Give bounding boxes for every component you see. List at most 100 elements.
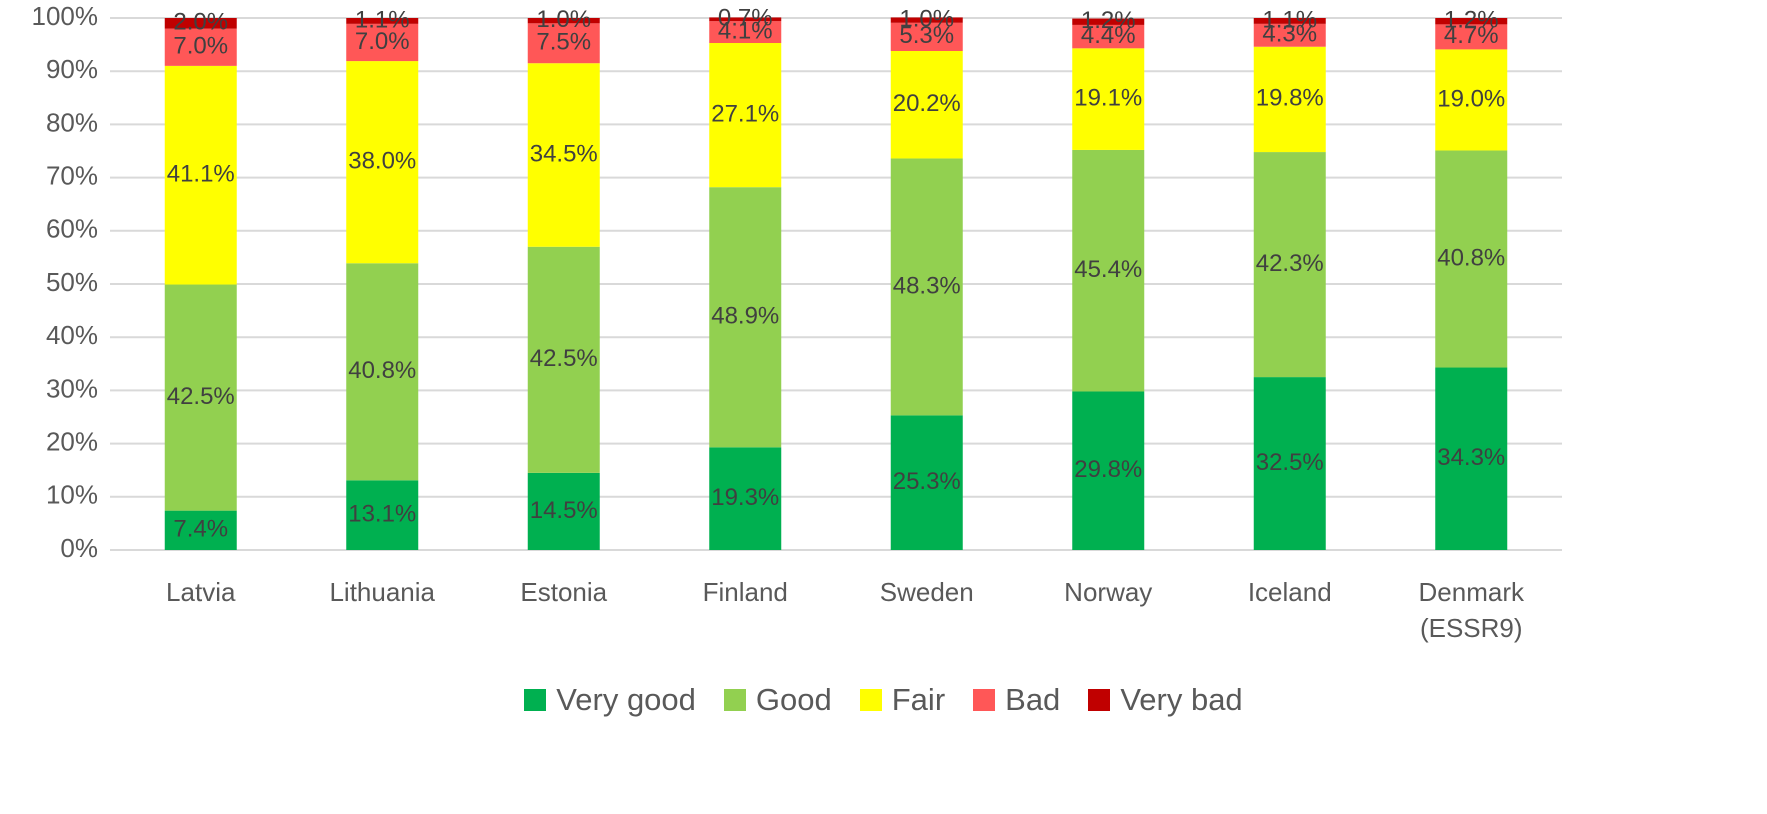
data-label: 19.0% xyxy=(1437,85,1505,112)
bar-segment xyxy=(1435,150,1508,368)
bar-segment xyxy=(1253,377,1326,550)
legend: Very good Good Fair Bad Very bad xyxy=(0,682,1767,718)
bar-segment xyxy=(890,50,963,159)
data-label: 7.4% xyxy=(173,516,228,543)
bar-segment xyxy=(1435,24,1508,50)
x-tick-label: Lithuania xyxy=(329,577,436,607)
data-label: 40.8% xyxy=(348,357,416,384)
y-tick-label: 50% xyxy=(46,267,98,297)
legend-label: Very good xyxy=(556,682,696,717)
bar-segment xyxy=(709,43,782,188)
bar-segment xyxy=(1253,46,1326,153)
data-label: 38.0% xyxy=(348,148,416,175)
data-label: 42.3% xyxy=(1256,250,1324,277)
bar-segment xyxy=(1253,18,1326,24)
legend-swatch xyxy=(524,689,547,711)
legend-swatch xyxy=(1088,689,1111,711)
bar-segment xyxy=(164,65,237,285)
data-label: 4.4% xyxy=(1081,22,1136,49)
bar-segment xyxy=(346,480,419,550)
data-label: 7.5% xyxy=(536,29,591,56)
y-tick-label: 40% xyxy=(46,320,98,350)
bar-segment xyxy=(164,284,237,511)
legend-label: Fair xyxy=(891,682,946,717)
x-tick-label: Estonia xyxy=(520,577,608,607)
x-tick-label: Iceland xyxy=(1247,577,1332,607)
data-label: 32.5% xyxy=(1256,449,1324,476)
x-tick-label: Norway xyxy=(1064,577,1153,607)
data-label: 0.7% xyxy=(718,5,773,32)
y-tick-label: 60% xyxy=(46,214,98,244)
bar-segment xyxy=(527,246,600,473)
data-label: 19.1% xyxy=(1074,84,1142,111)
bar-segment xyxy=(709,447,782,550)
legend-item: Fair xyxy=(859,682,946,718)
legend-swatch xyxy=(973,689,996,711)
data-label: 48.3% xyxy=(893,272,961,299)
bar-segment xyxy=(1435,18,1508,25)
bar-segment xyxy=(164,28,237,66)
legend-item: Very bad xyxy=(1088,682,1243,718)
legend-label: Bad xyxy=(1005,682,1061,717)
y-tick-label: 10% xyxy=(46,480,98,510)
data-label: 41.1% xyxy=(167,161,235,188)
bar-segment xyxy=(346,18,419,24)
bar-segment xyxy=(709,21,782,44)
data-label: 20.2% xyxy=(893,90,961,117)
legend-item: Bad xyxy=(973,682,1060,718)
y-tick-label: 70% xyxy=(46,160,98,190)
bar-segment xyxy=(890,415,963,550)
data-label: 7.0% xyxy=(355,28,410,55)
data-label: 42.5% xyxy=(167,383,235,410)
bar-segment xyxy=(890,158,963,416)
bar-segment xyxy=(164,18,237,29)
data-label: 45.4% xyxy=(1074,256,1142,283)
bar-segment xyxy=(1253,152,1326,378)
data-label: 4.7% xyxy=(1444,22,1499,49)
data-label: 1.1% xyxy=(1262,6,1317,33)
bar-segment xyxy=(1072,391,1145,550)
legend-label: Good xyxy=(755,682,832,717)
bar-segment xyxy=(164,510,237,550)
y-tick-label: 100% xyxy=(32,1,99,31)
data-label: 34.5% xyxy=(530,140,598,167)
bar-segment xyxy=(709,187,782,448)
data-label: 29.8% xyxy=(1074,456,1142,483)
data-label: 14.5% xyxy=(530,497,598,524)
x-tick-label: Sweden xyxy=(879,577,974,607)
bar-segment xyxy=(527,18,600,24)
data-label: 1.0% xyxy=(899,5,954,32)
bar-segment xyxy=(1072,149,1145,392)
y-tick-label: 30% xyxy=(46,373,98,403)
bar-segment xyxy=(346,61,419,264)
bar-segment xyxy=(1072,48,1145,150)
data-label: 27.1% xyxy=(711,100,779,127)
bar-segment xyxy=(527,63,600,247)
bar-segment xyxy=(527,472,600,550)
bar-segment xyxy=(1253,23,1326,47)
x-tick-label: Denmark (ESSR9) xyxy=(1418,577,1524,643)
bar-segment xyxy=(527,23,600,64)
bar-segment xyxy=(890,22,963,51)
legend-swatch xyxy=(859,689,882,711)
bar-segment xyxy=(890,17,963,23)
data-label: 25.3% xyxy=(893,468,961,495)
data-label: 40.8% xyxy=(1437,244,1505,271)
bar-segment xyxy=(709,17,782,22)
legend-label: Very bad xyxy=(1120,682,1243,717)
data-label: 7.0% xyxy=(173,33,228,60)
y-tick-label: 20% xyxy=(46,426,98,456)
y-tick-label: 90% xyxy=(46,54,98,84)
data-label: 1.2% xyxy=(1081,7,1136,34)
data-label: 2.0% xyxy=(173,9,228,36)
data-label: 5.3% xyxy=(899,22,954,49)
bar-segment xyxy=(1072,24,1145,49)
bar-segment xyxy=(1435,367,1508,550)
data-label: 42.5% xyxy=(530,345,598,372)
y-tick-label: 80% xyxy=(46,107,98,137)
data-label: 1.1% xyxy=(355,6,410,33)
data-label: 48.9% xyxy=(711,303,779,330)
bar-segment xyxy=(346,23,419,62)
data-label: 4.1% xyxy=(718,17,773,44)
